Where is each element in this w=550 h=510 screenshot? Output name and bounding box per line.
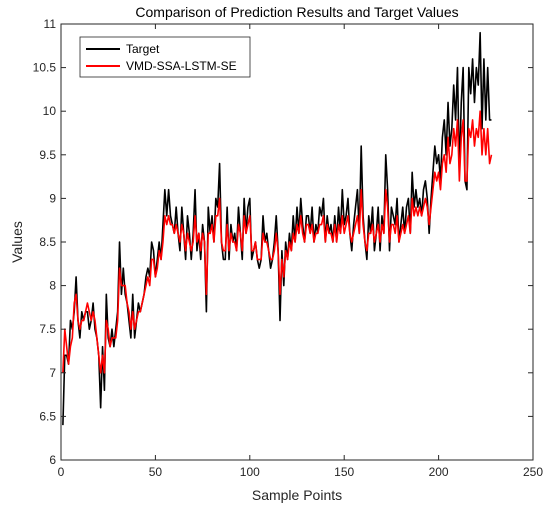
y-tick-label: 8	[49, 279, 56, 293]
y-tick-label: 9.5	[39, 148, 56, 162]
x-tick-label: 0	[58, 465, 65, 479]
y-tick-label: 10	[43, 104, 57, 118]
x-tick-label: 50	[149, 465, 163, 479]
x-tick-label: 200	[429, 465, 449, 479]
series-line-target	[62, 31, 492, 426]
x-tick-label: 100	[240, 465, 260, 479]
legend-label-target: Target	[126, 42, 160, 56]
legend-box	[79, 36, 251, 78]
x-axis-label: Sample Points	[252, 487, 342, 503]
axis-ticks: 0 50 100 150 200 250 6 6.5 7 7.5 8 8.5 9 9.5 10 10.5 11	[33, 17, 544, 479]
series-layer	[62, 31, 493, 426]
series-line-prediction	[62, 110, 493, 374]
y-tick-label: 6.5	[39, 409, 56, 423]
x-tick-label: 150	[334, 465, 354, 479]
y-tick-label: 10.5	[33, 61, 57, 75]
x-tick-label: 250	[523, 465, 543, 479]
chart-title: Comparison of Prediction Results and Tar…	[135, 4, 458, 20]
legend-label-prediction: VMD-SSA-LSTM-SE	[126, 59, 237, 73]
y-tick-label: 8.5	[39, 235, 56, 249]
y-tick-label: 7	[49, 366, 56, 380]
y-axis-label: Values	[9, 221, 25, 263]
y-tick-label: 9	[49, 191, 56, 205]
y-tick-label: 6	[49, 453, 56, 467]
y-tick-label: 7.5	[39, 322, 56, 336]
legend: Target VMD-SSA-LSTM-SE	[79, 36, 251, 78]
y-tick-label: 11	[44, 17, 57, 31]
